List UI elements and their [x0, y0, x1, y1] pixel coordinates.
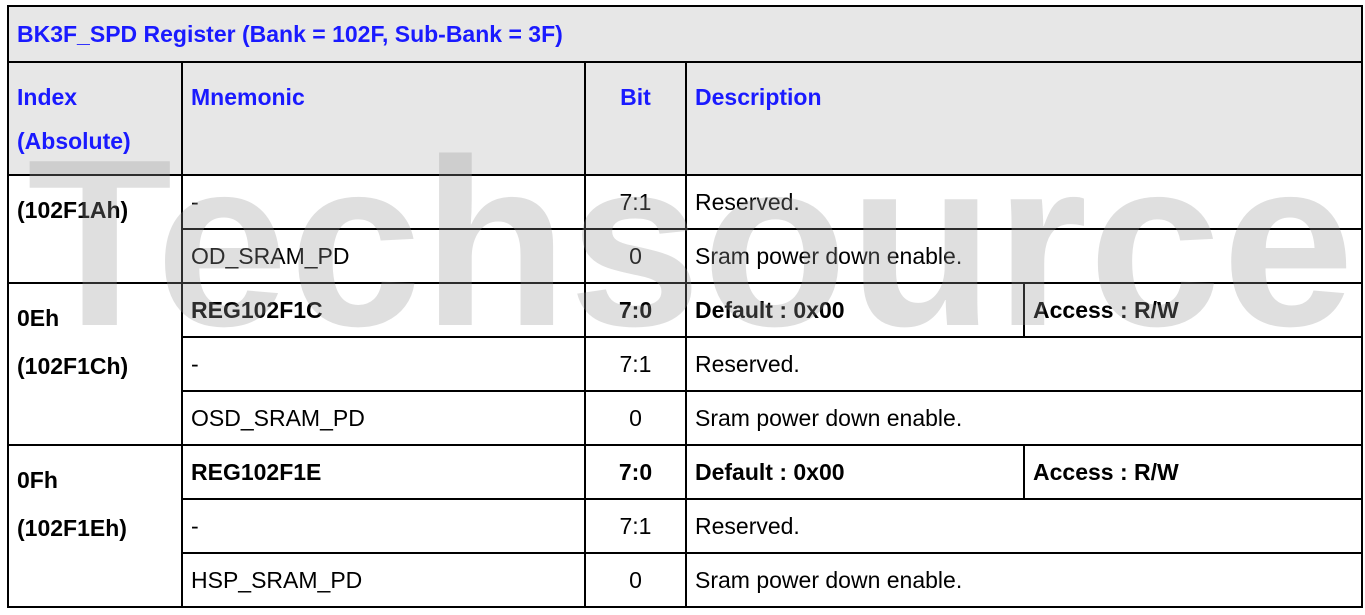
index-cell: 0Eh (102F1Ch)	[7, 282, 183, 446]
description-cell: Reserved.	[685, 174, 1363, 230]
table-row: OD_SRAM_PD 0 Sram power down enable.	[8, 228, 1363, 284]
table-title: BK3F_SPD Register (Bank = 102F, Sub-Bank…	[7, 5, 1363, 63]
header-description: Description	[685, 61, 1363, 176]
bit-cell: 7:1	[584, 336, 687, 392]
register-default: Default : 0x00	[685, 444, 1025, 500]
table-row: (102F1Ah) - 7:1 Reserved.	[7, 174, 1363, 284]
mnemonic-cell: -	[181, 498, 586, 554]
mnemonic-cell: HSP_SRAM_PD	[181, 552, 586, 608]
register-mnemonic: REG102F1E	[181, 444, 586, 500]
register-bit: 7:0	[584, 444, 687, 500]
table-row: OSD_SRAM_PD 0 Sram power down enable.	[8, 390, 1363, 446]
table-header-row: Index (Absolute) Mnemonic Bit Description	[7, 61, 1363, 176]
mnemonic-cell: -	[181, 174, 586, 230]
register-row: 0Fh (102F1Eh) REG102F1E 7:0 Default : 0x0…	[7, 444, 1363, 608]
header-bit: Bit	[584, 61, 687, 176]
mnemonic-cell: OD_SRAM_PD	[181, 228, 586, 284]
bit-cell: 0	[584, 552, 687, 608]
register-access: Access : R/W	[1023, 282, 1363, 338]
description-cell: Reserved.	[685, 498, 1363, 554]
description-cell: Sram power down enable.	[685, 228, 1363, 284]
description-cell: Sram power down enable.	[685, 552, 1363, 608]
register-table: BK3F_SPD Register (Bank = 102F, Sub-Bank…	[7, 5, 1363, 608]
table-title-row: BK3F_SPD Register (Bank = 102F, Sub-Bank…	[7, 5, 1363, 63]
table-row: - 7:1 Reserved.	[8, 336, 1363, 392]
bit-cell: 7:1	[584, 174, 687, 230]
register-bit: 7:0	[584, 282, 687, 338]
bit-cell: 7:1	[584, 498, 687, 554]
description-cell: Sram power down enable.	[685, 390, 1363, 446]
register-access: Access : R/W	[1023, 444, 1363, 500]
table-row: - 7:1 Reserved.	[8, 498, 1363, 554]
header-mnemonic: Mnemonic	[181, 61, 586, 176]
register-row: 0Eh (102F1Ch) REG102F1C 7:0 Default : 0x0…	[7, 282, 1363, 446]
mnemonic-cell: OSD_SRAM_PD	[181, 390, 586, 446]
register-default: Default : 0x00	[685, 282, 1025, 338]
bit-cell: 0	[584, 390, 687, 446]
mnemonic-cell: -	[181, 336, 586, 392]
register-mnemonic: REG102F1C	[181, 282, 586, 338]
index-cell: (102F1Ah)	[7, 174, 183, 284]
bit-cell: 0	[584, 228, 687, 284]
description-cell: Reserved.	[685, 336, 1363, 392]
register-table-container: Techsource BK3F_SPD Register (Bank = 102…	[7, 5, 1363, 609]
index-cell: 0Fh (102F1Eh)	[7, 444, 183, 608]
header-index: Index (Absolute)	[7, 61, 183, 176]
table-row: HSP_SRAM_PD 0 Sram power down enable.	[8, 552, 1363, 608]
